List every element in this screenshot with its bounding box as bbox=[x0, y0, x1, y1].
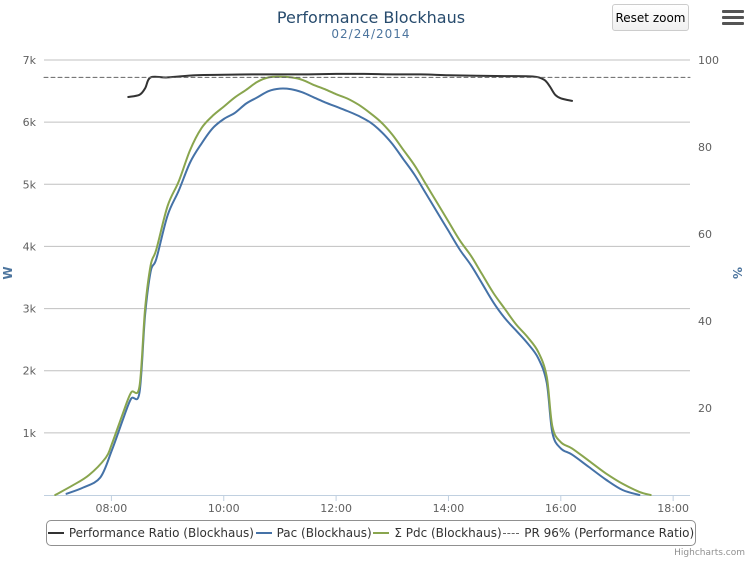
y-right-tick-label: 100 bbox=[698, 54, 719, 67]
hamburger-menu-icon[interactable] bbox=[722, 10, 744, 28]
x-axis: 08:00 10:00 12:00 14:00 16:00 18:00 bbox=[44, 495, 690, 515]
y-left-tick-label: 1k bbox=[23, 427, 37, 440]
legend-swatch bbox=[373, 532, 390, 534]
y-left-tick-label: 2k bbox=[23, 365, 37, 378]
legend-label: PR 96% (Performance Ratio) bbox=[524, 526, 695, 540]
y-left-tick-label: 7k bbox=[23, 54, 37, 67]
x-tick-label: 18:00 bbox=[657, 502, 689, 515]
y-left-tick-label: 3k bbox=[23, 303, 37, 316]
y-left-tick-label: 4k bbox=[23, 240, 37, 253]
y-right-tick-label: 60 bbox=[698, 228, 712, 241]
y-axis-left-title: W bbox=[1, 266, 15, 279]
legend-item-pr-96[interactable]: PR 96% (Performance Ratio) bbox=[503, 526, 694, 540]
x-tick-label: 12:00 bbox=[320, 502, 352, 515]
legend-swatch bbox=[255, 532, 272, 534]
chart-title: Performance Blockhaus bbox=[277, 8, 465, 27]
legend-swatch bbox=[47, 532, 64, 534]
chart-subtitle: 02/24/2014 bbox=[331, 27, 410, 41]
y-left-tick-label: 5k bbox=[23, 178, 37, 191]
legend-item-pac[interactable]: Pac (Blockhaus) bbox=[255, 526, 372, 540]
x-tick-label: 14:00 bbox=[433, 502, 465, 515]
y-axis-right: 20 40 60 80 100 bbox=[698, 54, 719, 415]
legend-label: Pac (Blockhaus) bbox=[276, 526, 372, 540]
grid bbox=[44, 59, 690, 434]
series-performance-ratio[interactable] bbox=[127, 72, 573, 102]
y-left-tick-label: 6k bbox=[23, 116, 37, 129]
legend-item-performance-ratio[interactable]: Performance Ratio (Blockhaus) bbox=[47, 526, 254, 540]
y-right-tick-label: 20 bbox=[698, 402, 712, 415]
y-axis-left: 1k 2k 3k 4k 5k 6k 7k bbox=[23, 54, 37, 440]
series-sum-pdc[interactable] bbox=[54, 75, 652, 496]
series-pac[interactable] bbox=[65, 87, 641, 496]
x-tick-label: 10:00 bbox=[208, 502, 240, 515]
legend-label: Performance Ratio (Blockhaus) bbox=[68, 526, 254, 540]
legend: Performance Ratio (Blockhaus) Pac (Block… bbox=[46, 520, 696, 546]
y-right-tick-label: 80 bbox=[698, 141, 712, 154]
legend-swatch bbox=[503, 532, 520, 534]
x-tick-label: 08:00 bbox=[96, 502, 128, 515]
y-right-tick-label: 40 bbox=[698, 315, 712, 328]
series-group bbox=[43, 72, 691, 496]
credits-link[interactable]: Highcharts.com bbox=[674, 548, 745, 558]
x-tick-label: 16:00 bbox=[545, 502, 577, 515]
legend-item-sum-pdc[interactable]: Σ Pdc (Blockhaus) bbox=[373, 526, 502, 540]
legend-label: Σ Pdc (Blockhaus) bbox=[394, 526, 502, 540]
y-axis-right-title: % bbox=[730, 267, 744, 279]
reset-zoom-button[interactable]: Reset zoom bbox=[612, 4, 689, 31]
